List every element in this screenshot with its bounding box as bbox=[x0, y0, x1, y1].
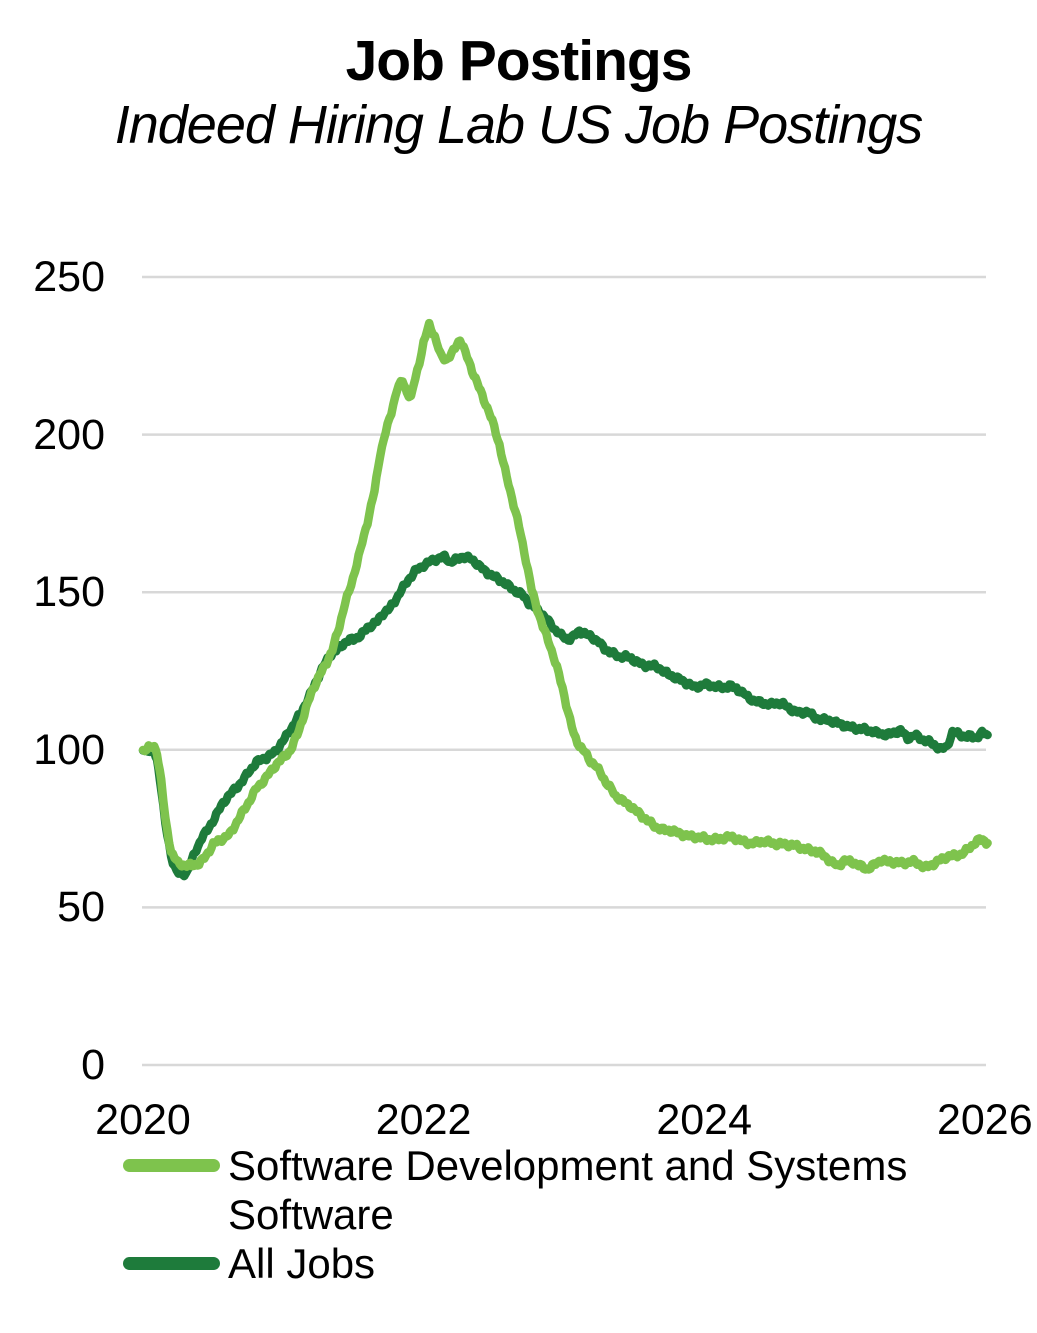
x-axis-tick-2024: 2024 bbox=[656, 1096, 753, 1144]
legend-item-software: Software Development and Systems Softwar… bbox=[123, 1141, 983, 1239]
y-axis-tick-100: 100 bbox=[33, 725, 105, 774]
legend: Software Development and Systems Softwar… bbox=[123, 1141, 983, 1288]
series-line-software bbox=[138, 318, 992, 874]
chart-title: Job Postings bbox=[345, 29, 693, 93]
legend-label-software: Software Development and Systems Softwar… bbox=[228, 1142, 908, 1238]
legend-swatch-all-jobs bbox=[123, 1257, 220, 1270]
y-axis-tick-0: 0 bbox=[81, 1041, 105, 1089]
x-axis-tick-2022: 2022 bbox=[375, 1096, 472, 1144]
series-line-all-jobs bbox=[138, 550, 992, 881]
legend-label-all-jobs: All Jobs bbox=[228, 1240, 376, 1287]
legend-swatch-software bbox=[123, 1159, 220, 1172]
x-axis-tick-2020: 2020 bbox=[95, 1096, 191, 1144]
y-axis-tick-200: 200 bbox=[33, 410, 105, 459]
chart-subtitle: Indeed Hiring Lab US Job Postings bbox=[114, 95, 924, 155]
x-axis-tick-2026: 2026 bbox=[936, 1096, 1033, 1144]
legend-item-all-jobs: All Jobs bbox=[123, 1239, 983, 1288]
y-axis-tick-150: 150 bbox=[33, 568, 105, 617]
y-axis-tick-50: 50 bbox=[57, 883, 105, 932]
y-axis-tick-250: 250 bbox=[33, 253, 105, 301]
